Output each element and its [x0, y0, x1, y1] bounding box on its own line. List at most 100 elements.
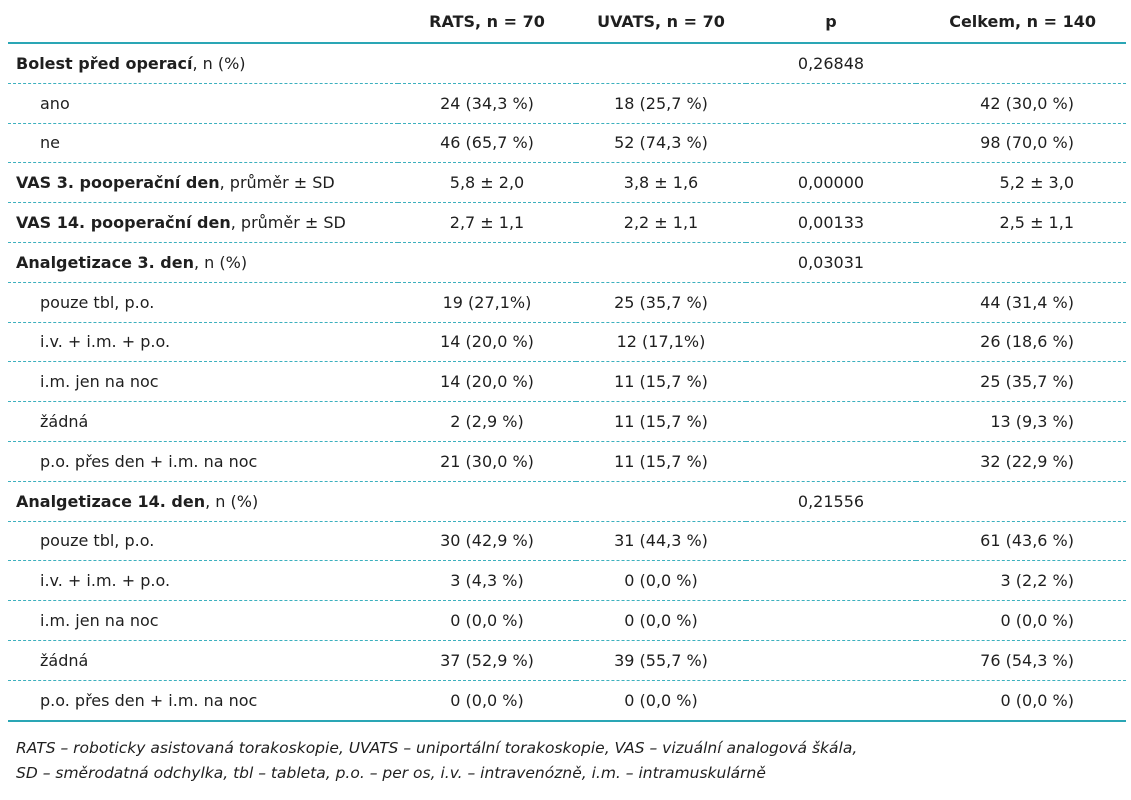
cell-p: 0,26848 [746, 43, 916, 84]
footnote-line-2: SD – směrodatná odchylka, tbl – tableta,… [16, 764, 766, 782]
table-row: ne 46 (65,7 %) 52 (74,3 %) 98 (70,0 %) [8, 123, 1126, 164]
cell-total: 44 (31,4 %) [916, 282, 1126, 323]
table-row-group: Analgetizace 3. den, n (%) 0,03031 [8, 242, 1126, 283]
cell-p [746, 123, 916, 164]
cell-rats: 24 (34,3 %) [398, 83, 576, 124]
cell-rats [398, 242, 576, 283]
row-label: p.o. přes den + i.m. na noc [8, 441, 398, 482]
cell-p [746, 560, 916, 602]
cell-p [746, 401, 916, 442]
header-total: Celkem, n = 140 [916, 0, 1126, 44]
row-label: i.v. + i.m. + p.o. [8, 322, 398, 363]
cell-p [746, 322, 916, 363]
cell-p [746, 680, 916, 722]
cell-rats: 2 (2,9 %) [398, 401, 576, 442]
row-label: VAS 14. pooperační den, průměr ± SD [8, 202, 398, 243]
cell-total: 26 (18,6 %) [916, 322, 1126, 363]
row-title: Analgetizace 3. den [16, 252, 194, 272]
cell-p [746, 282, 916, 323]
cell-rats: 14 (20,0 %) [398, 322, 576, 363]
cell-uvats: 11 (15,7 %) [576, 441, 746, 482]
row-label: i.v. + i.m. + p.o. [8, 560, 398, 602]
row-label: i.m. jen na noc [8, 361, 398, 403]
row-label: Analgetizace 3. den, n (%) [8, 242, 398, 283]
cell-uvats: 2,2 ± 1,1 [576, 202, 746, 243]
cell-total: 32 (22,9 %) [916, 441, 1126, 482]
row-label: pouze tbl, p.o. [8, 282, 398, 323]
table-row: i.m. jen na noc 0 (0,0 %) 0 (0,0 %) 0 (0,0 … [8, 600, 1126, 641]
header-p: p [746, 0, 916, 44]
cell-total: 5,2 ± 3,0 [916, 162, 1126, 204]
row-label: pouze tbl, p.o. [8, 521, 398, 562]
cell-total: 98 (70,0 %) [916, 123, 1126, 164]
header-rats: RATS, n = 70 [398, 0, 576, 44]
results-table: RATS, n = 70 UVATS, n = 70 p Celkem, n =… [8, 0, 1126, 722]
row-label: Analgetizace 14. den, n (%) [8, 481, 398, 522]
cell-total: 13 (9,3 %) [916, 401, 1126, 442]
row-suffix: , n (%) [193, 252, 248, 272]
table-body: Bolest před operací, n (%) 0,26848 ano 24 (… [8, 43, 1126, 722]
cell-rats: 21 (30,0 %) [398, 441, 576, 482]
row-title: pouze tbl, p.o. [40, 531, 155, 551]
table-row: i.v. + i.m. + p.o. 14 (20,0 %) 12 (17,1%) 2… [8, 322, 1126, 363]
row-title: žádná [40, 412, 89, 432]
cell-total [916, 43, 1126, 84]
cell-uvats: 52 (74,3 %) [576, 123, 746, 164]
cell-rats: 14 (20,0 %) [398, 361, 576, 403]
row-title: Analgetizace 14. den [16, 491, 206, 511]
cell-uvats: 25 (35,7 %) [576, 282, 746, 323]
table-row: žádná 2 (2,9 %) 11 (15,7 %) 13 (9,3 %) [8, 401, 1126, 442]
table-row: p.o. přes den + i.m. na noc 21 (30,0 %) 11… [8, 441, 1126, 482]
cell-uvats [576, 43, 746, 84]
cell-total: 2,5 ± 1,1 [916, 202, 1126, 243]
cell-p [746, 521, 916, 562]
header-uvats: UVATS, n = 70 [576, 0, 746, 44]
row-title: i.v. + i.m. + p.o. [40, 571, 171, 591]
row-title: p.o. přes den + i.m. na noc [40, 451, 258, 471]
cell-uvats: 18 (25,7 %) [576, 83, 746, 124]
cell-p: 0,03031 [746, 242, 916, 283]
row-suffix: , průměr ± SD [219, 173, 335, 193]
row-label: žádná [8, 640, 398, 681]
row-title: i.m. jen na noc [40, 611, 159, 631]
cell-p: 0,21556 [746, 481, 916, 522]
row-label: žádná [8, 401, 398, 442]
table-row: žádná 37 (52,9 %) 39 (55,7 %) 76 (54,3 %) [8, 640, 1126, 681]
table-row: pouze tbl, p.o. 19 (27,1%) 25 (35,7 %) 44 (… [8, 282, 1126, 323]
cell-uvats [576, 242, 746, 283]
cell-uvats: 39 (55,7 %) [576, 640, 746, 681]
cell-rats: 5,8 ± 2,0 [398, 162, 576, 204]
header-row: RATS, n = 70 UVATS, n = 70 p Celkem, n =… [8, 0, 1126, 44]
cell-p [746, 83, 916, 124]
cell-uvats: 31 (44,3 %) [576, 521, 746, 562]
cell-rats: 37 (52,9 %) [398, 640, 576, 681]
cell-total: 76 (54,3 %) [916, 640, 1126, 681]
row-title: ne [40, 133, 60, 153]
row-label: p.o. přes den + i.m. na noc [8, 680, 398, 722]
cell-total [916, 481, 1126, 522]
cell-uvats: 0 (0,0 %) [576, 600, 746, 641]
row-suffix: , n (%) [192, 53, 246, 73]
footnote-line-1: RATS – roboticky asistovaná torakoskopie… [16, 739, 858, 757]
cell-uvats: 11 (15,7 %) [576, 401, 746, 442]
header-label [8, 0, 398, 44]
table-footnote: RATS – roboticky asistovaná torakoskopie… [16, 736, 1116, 786]
cell-total: 61 (43,6 %) [916, 521, 1126, 562]
table-row: i.m. jen na noc 14 (20,0 %) 11 (15,7 %) 25 … [8, 361, 1126, 403]
cell-total: 42 (30,0 %) [916, 83, 1126, 124]
row-label: Bolest před operací, n (%) [8, 43, 398, 84]
row-label: ne [8, 123, 398, 164]
row-title: ano [40, 93, 70, 113]
cell-rats: 3 (4,3 %) [398, 560, 576, 602]
table-header: RATS, n = 70 UVATS, n = 70 p Celkem, n =… [8, 0, 1126, 44]
cell-p [746, 600, 916, 641]
table-row-group: Analgetizace 14. den, n (%) 0,21556 [8, 481, 1126, 522]
table-row: i.v. + i.m. + p.o. 3 (4,3 %) 0 (0,0 %) 3 (2… [8, 560, 1126, 602]
cell-rats: 2,7 ± 1,1 [398, 202, 576, 243]
cell-total: 0 (0,0 %) [916, 680, 1126, 722]
row-suffix: , průměr ± SD [230, 213, 346, 233]
cell-p [746, 361, 916, 403]
cell-total [916, 242, 1126, 283]
cell-uvats: 11 (15,7 %) [576, 361, 746, 403]
